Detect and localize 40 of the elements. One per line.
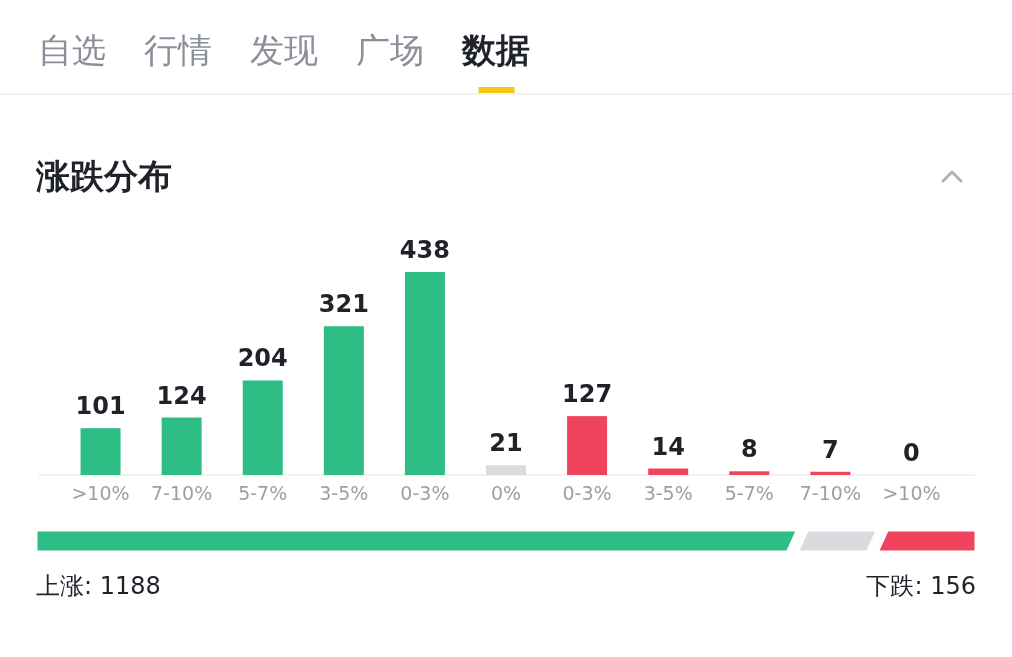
- x-tick-label: 3-5%: [643, 482, 693, 504]
- x-tick-label: 0%: [490, 482, 522, 504]
- x-tick-label: >10%: [882, 482, 941, 504]
- x-tick-label: 5-7%: [238, 482, 288, 504]
- x-tick-label: >10%: [71, 482, 130, 504]
- data-label: 321: [318, 290, 369, 319]
- text: 行情: [144, 30, 212, 70]
- bar: [567, 416, 608, 475]
- text: 数据: [461, 30, 530, 70]
- x-tick-label: 0-3%: [562, 482, 612, 504]
- data-label: 101: [75, 392, 126, 421]
- text: 广场: [356, 30, 424, 70]
- bar: [242, 380, 283, 475]
- bar: [729, 471, 770, 475]
- data-label: 127: [562, 380, 613, 409]
- data-label: 204: [237, 344, 288, 373]
- data-label: 21: [489, 429, 523, 458]
- x-tick-label: 7-10%: [799, 482, 861, 504]
- data-label: 7: [822, 435, 839, 464]
- bar: [323, 326, 364, 475]
- data-label: 438: [399, 236, 450, 264]
- bar: [161, 417, 202, 475]
- x-tick-label: 7-10%: [151, 482, 213, 504]
- bar: [486, 465, 526, 475]
- data-label: 8: [740, 435, 758, 464]
- data-label: 14: [651, 432, 685, 461]
- x-tick-label: 5-7%: [724, 482, 774, 504]
- bar: [80, 428, 121, 475]
- data-label: 0: [903, 439, 920, 467]
- bar: [648, 468, 689, 475]
- chart-title: 涨跌分布: [35, 156, 172, 196]
- text: 下跌: 156: [866, 572, 976, 600]
- x-tick-label: 3-5%: [319, 482, 369, 504]
- bar: [404, 272, 445, 475]
- text: 上涨: 1188: [36, 572, 161, 600]
- data-label: 124: [156, 381, 207, 410]
- text: 发现: [250, 30, 318, 70]
- bar: [810, 471, 851, 475]
- x-tick-label: 0-3%: [400, 482, 450, 504]
- text: 自选: [38, 30, 106, 70]
